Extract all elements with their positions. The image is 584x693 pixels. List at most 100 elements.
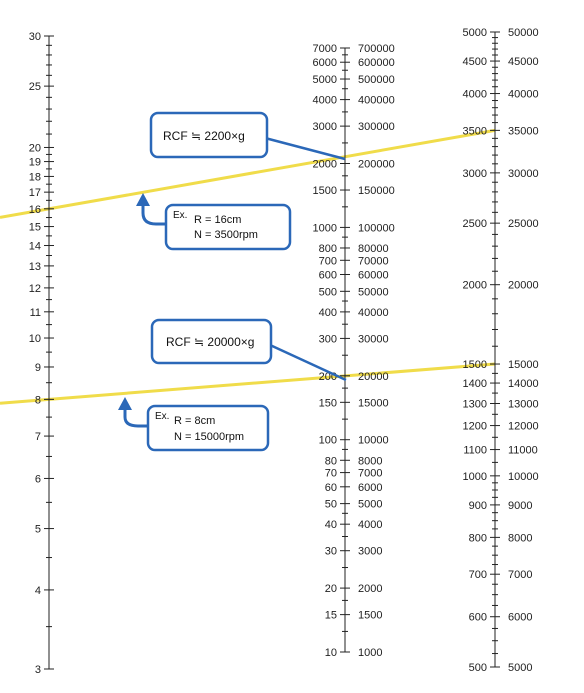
radius-tick-label: 11 [30,307,41,319]
radius-tick-label: 12 [29,283,41,295]
rcf-callout-label: RCF ≒ 20000×g [166,335,254,349]
radius-tick-label: 17 [29,187,41,199]
radius-tick-label: 6 [35,473,41,485]
rpm-tick-label-left: 1400 [463,378,487,390]
rpm-tick-label-right: 14000 [508,378,539,390]
rpm-tick-label-right: 7000 [508,569,532,581]
rcf-tick-label-left: 80 [325,455,337,467]
rcf-tick-label-left: 20 [325,583,337,595]
radius-tick-label: 10 [29,333,41,345]
rcf-tick-label-left: 600 [319,270,337,282]
callout-pointer-line [264,136,346,161]
arrow-head-icon [136,193,150,206]
radius-tick-label: 25 [29,81,41,93]
rcf-tick-label-right: 400000 [358,95,395,107]
radius-tick-label: 19 [29,157,41,169]
rcf-tick-label-right: 700000 [358,43,395,55]
rcf-tick-label-left: 300 [319,333,337,345]
radius-tick-label: 9 [35,362,41,374]
radius-scale: 30 25 20 19 18 17 16 15 14 13 12 11 10 9 8 7 6 5 4 3 [29,31,54,676]
arrow-head-icon [118,397,132,410]
rcf-tick-label-left: 700 [319,255,337,267]
rcf-tick-label-right: 60000 [358,270,389,282]
rpm-tick-label-right: 13000 [508,398,539,410]
rcf-tick-label-left: 3000 [313,121,337,133]
rcf-tick-label-left: 7000 [313,43,337,55]
example-prefix: Ex. [173,210,187,221]
rcf-tick-label-left: 2000 [313,159,337,171]
rpm-tick-label-right: 45000 [508,56,539,68]
example-radius: R = 16cm [194,214,241,226]
radius-tick-label: 15 [29,222,41,234]
rcf-tick-label-right: 1500 [358,610,382,622]
rpm-tick-label-right: 50000 [508,27,539,39]
rcf-tick-label-left: 6000 [313,57,337,69]
rcf-tick-label-right: 20000 [358,371,389,383]
rpm-tick-label-left: 900 [469,500,487,512]
rpm-tick-label-left: 3500 [463,125,487,137]
rpm-tick-label-right: 5000 [508,662,532,674]
rcf-tick-label-left: 4000 [313,95,337,107]
example-callout-box [164,203,292,251]
rpm-tick-label-right: 11000 [508,445,538,457]
rpm-tick-label-right: 40000 [508,89,539,101]
example-prefix: Ex. [155,411,169,422]
radius-tick-label: 16 [29,204,41,216]
rcf-tick-label-right: 500000 [358,74,395,86]
rpm-tick-label-right: 20000 [508,280,539,292]
rcf-tick-label-right: 30000 [358,333,389,345]
callout-pointer-line [269,343,347,382]
rcf-tick-label-right: 200000 [358,159,395,171]
radius-tick-label: 13 [29,261,41,273]
rpm-tick-label-left: 5000 [463,27,487,39]
rpm-tick-label-left: 2000 [463,280,487,292]
rcf-tick-label-right: 100000 [358,222,395,234]
rcf-tick-label-right: 10000 [358,435,389,447]
example-radius: R = 8cm [174,415,215,427]
rcf-tick-label-left: 60 [325,482,337,494]
radius-tick-label: 20 [29,142,41,154]
rcf-tick-label-left: 150 [319,397,337,409]
rpm-tick-label-left: 4500 [463,56,487,68]
rpm-tick-label-left: 4000 [463,89,487,101]
example-line-1 [0,128,496,219]
rpm-tick-label-left: 1500 [463,359,487,371]
radius-tick-label: 18 [29,171,41,183]
rpm-tick-label-left: 800 [469,532,487,544]
rpm-tick-label-right: 10000 [508,471,539,483]
rpm-tick-label-right: 25000 [508,218,539,230]
rpm-tick-label-left: 2500 [463,218,487,230]
rcf-tick-label-right: 80000 [358,243,389,255]
rcf-tick-label-right: 8000 [358,455,382,467]
callout-arrow [141,198,168,226]
rcf-tick-label-left: 1000 [313,222,337,234]
rpm-tick-label-right: 9000 [508,500,532,512]
radius-tick-label: 8 [35,394,41,406]
rcf-tick-label-right: 2000 [358,583,382,595]
callout-arrow [123,404,150,428]
rcf-tick-label-right: 600000 [358,57,395,69]
rcf-tick-label-right: 50000 [358,286,389,298]
rcf-callout-box [149,111,269,159]
radius-tick-label: 7 [35,431,41,443]
rcf-tick-label-right: 7000 [358,468,382,480]
rpm-tick-label-left: 1100 [463,445,487,457]
rpm-tick-label-right: 12000 [508,421,539,433]
rcf-callout-2: RCF ≒ 20000×g [150,318,347,382]
rcf-tick-label-right: 70000 [358,255,389,267]
rcf-tick-label-right: 5000 [358,499,382,511]
rcf-tick-label-left: 500 [319,286,337,298]
rcf-callout-label: RCF ≒ 2200×g [163,129,245,143]
rcf-tick-label-right: 6000 [358,482,382,494]
example-callout-2: Ex. R = 8cm N = 15000rpm [118,397,270,452]
radius-tick-label: 3 [35,664,41,676]
radius-tick-label: 14 [29,241,41,253]
rcf-callout-1: RCF ≒ 2200×g [149,111,346,161]
rcf-tick-label-right: 1000 [358,647,382,659]
rpm-tick-label-left: 700 [469,569,487,581]
rcf-tick-label-left: 50 [325,499,337,511]
rcf-tick-label-left: 1500 [313,185,337,197]
rcf-tick-label-left: 800 [319,243,337,255]
rcf-tick-label-left: 40 [325,519,337,531]
